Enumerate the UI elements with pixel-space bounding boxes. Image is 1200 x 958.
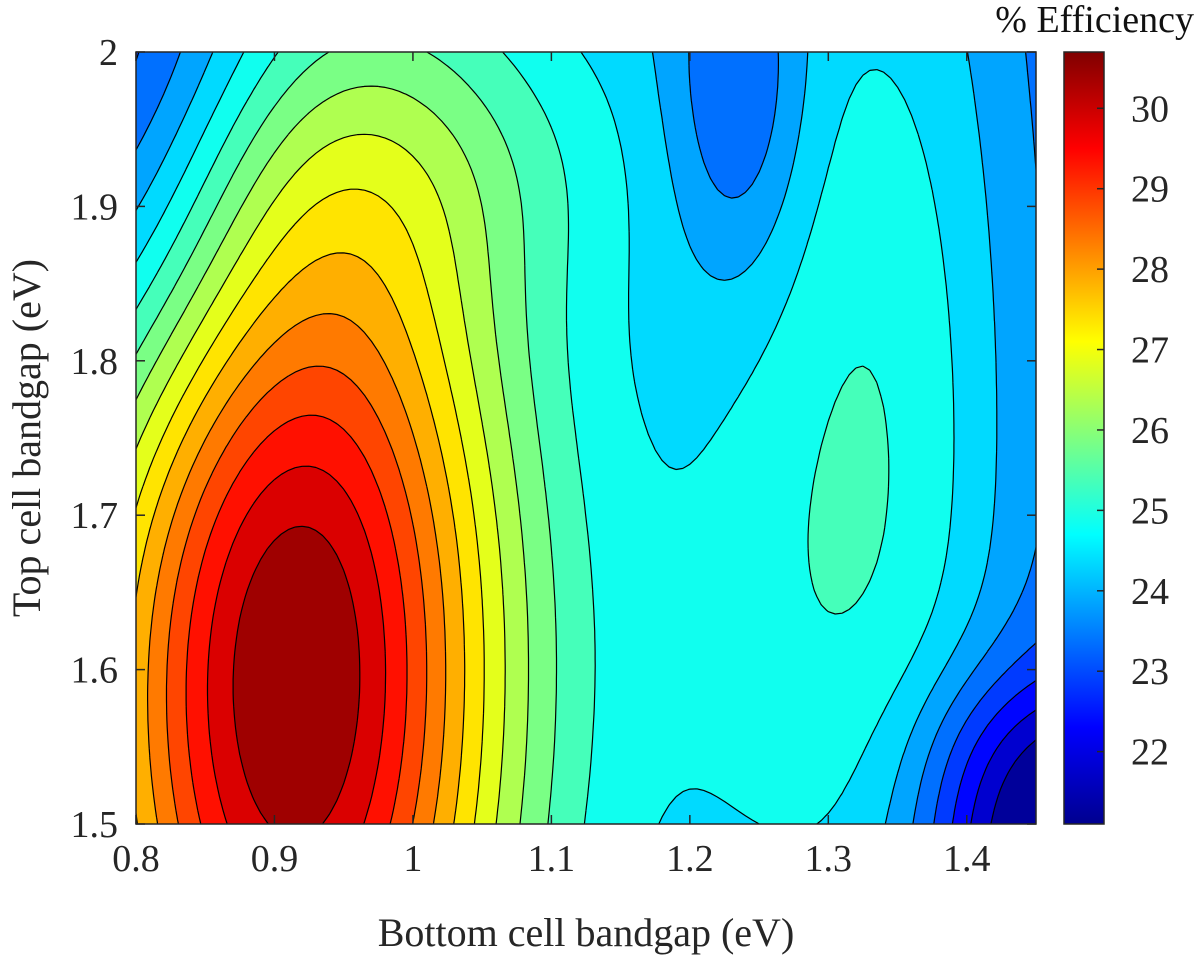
efficiency-heatmap — [136, 52, 1036, 824]
y-tick-label: 1.9 — [71, 186, 119, 228]
contour-line — [136, 52, 955, 824]
contour-line — [136, 188, 485, 824]
colorbar-gradient — [1064, 52, 1104, 824]
colorbar-frame — [1063, 51, 1105, 825]
colorbar-tick-label: 30 — [1131, 88, 1169, 130]
plot-area — [135, 51, 1037, 825]
x-tick-label: 1.2 — [666, 838, 714, 880]
contour-line — [136, 133, 506, 824]
x-tick-label: 1 — [403, 838, 422, 880]
x-tick-label: 1.1 — [528, 838, 576, 880]
contour-line — [165, 365, 428, 824]
contour-line — [185, 414, 408, 824]
contour-line — [951, 680, 1036, 824]
contour-line — [232, 525, 361, 824]
contour-line — [136, 52, 558, 824]
colorbar-title: % Efficiency — [995, 0, 1194, 41]
x-axis: 0.8 0.9 1 1.1 1.2 1.3 1.4 — [112, 52, 991, 880]
colorbar-tick-label: 28 — [1131, 249, 1169, 291]
contour-lines — [136, 52, 1036, 824]
x-tick-label: 1.3 — [805, 838, 853, 880]
x-tick-label: 1.4 — [943, 838, 991, 880]
contour-line — [136, 52, 890, 824]
contour-line — [206, 465, 387, 824]
y-tick-label: 1.7 — [71, 495, 119, 537]
colorbar: 22 23 24 25 26 27 28 29 30 — [1063, 51, 1169, 825]
y-tick-label: 1.5 — [71, 804, 119, 846]
contour-line — [136, 52, 998, 824]
colorbar-tick-label: 27 — [1131, 330, 1169, 372]
plot-frame — [135, 51, 1037, 825]
x-axis-title: Bottom cell bandgap (eV) — [378, 910, 795, 955]
y-axis-title: Top cell bandgap (eV) — [4, 259, 49, 617]
contour-line — [136, 85, 530, 824]
x-tick-label: 0.8 — [112, 838, 160, 880]
contour-line — [147, 313, 447, 824]
x-tick-label: 0.9 — [251, 838, 299, 880]
colorbar-tick-label: 24 — [1131, 571, 1169, 613]
contour-line — [970, 709, 1036, 824]
y-tick-label: 1.8 — [71, 341, 119, 383]
contour-line — [990, 739, 1036, 824]
contour-line — [136, 52, 1036, 824]
y-axis: 1.5 1.6 1.7 1.8 1.9 2 — [71, 32, 1036, 846]
y-tick-label: 2 — [99, 32, 118, 74]
colorbar-tick-label: 23 — [1131, 651, 1169, 693]
colorbar-tick-label: 22 — [1131, 732, 1169, 774]
contour-line — [136, 252, 466, 824]
colorbar-tick-label: 25 — [1131, 490, 1169, 532]
y-tick-label: 1.6 — [71, 650, 119, 692]
colorbar-tick-label: 26 — [1131, 410, 1169, 452]
contour-line — [136, 52, 1036, 824]
colorbar-tick-label: 29 — [1131, 169, 1169, 211]
colorbar-ticks: 22 23 24 25 26 27 28 29 30 — [1097, 88, 1169, 774]
